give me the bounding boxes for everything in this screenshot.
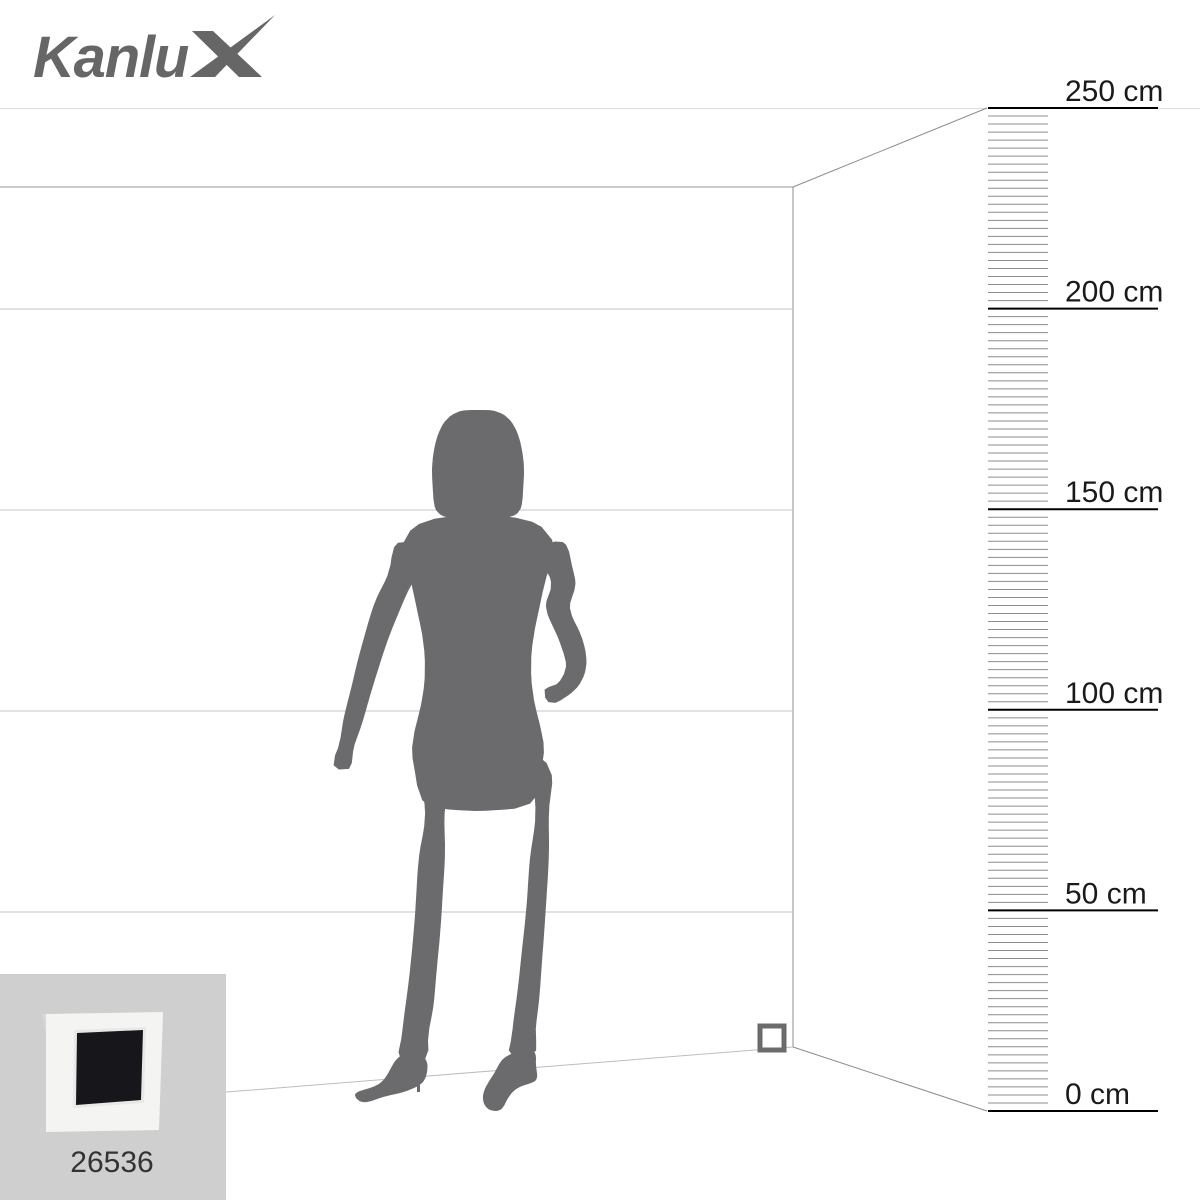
svg-text:0 cm: 0 cm — [1065, 1078, 1130, 1111]
svg-text:200 cm: 200 cm — [1065, 276, 1163, 309]
svg-text:150 cm: 150 cm — [1065, 476, 1163, 509]
svg-text:50 cm: 50 cm — [1065, 877, 1147, 910]
svg-text:100 cm: 100 cm — [1065, 677, 1163, 710]
svg-text:250 cm: 250 cm — [1065, 75, 1163, 108]
svg-text:26536: 26536 — [70, 1146, 153, 1179]
